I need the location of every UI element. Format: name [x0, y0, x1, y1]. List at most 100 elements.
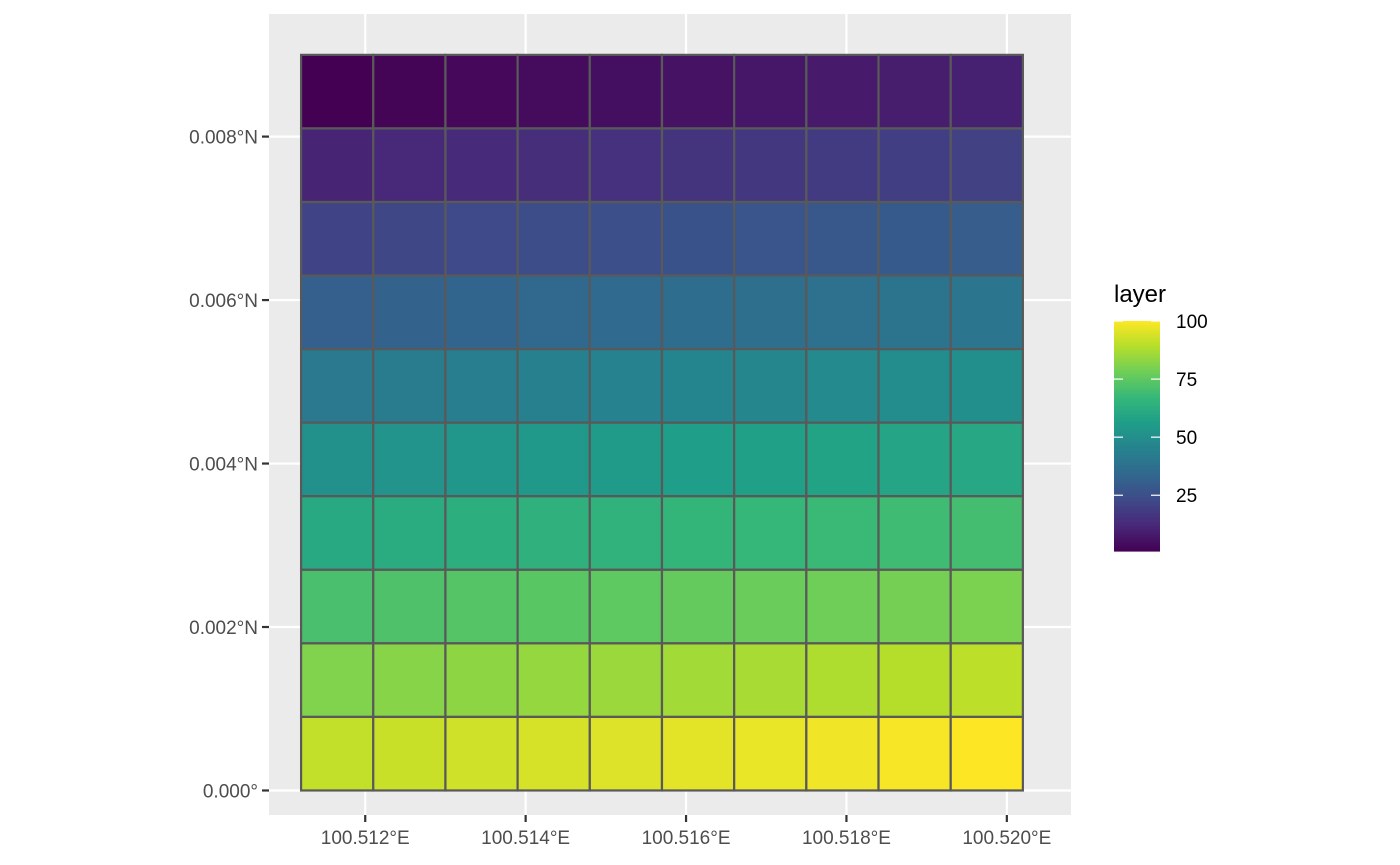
- cell-r5-c8: [877, 421, 952, 498]
- legend-gradient-step: [1114, 525, 1160, 528]
- legend-gradient-step: [1114, 351, 1160, 354]
- cell-r3-c4: [588, 274, 664, 351]
- legend-gradient-step: [1114, 481, 1160, 484]
- legend-gradient-step: [1114, 451, 1160, 454]
- legend-gradient-step: [1114, 445, 1160, 448]
- cell-r8-c3: [516, 642, 591, 719]
- legend-gradient-step: [1114, 343, 1160, 346]
- legend-gradient-step: [1114, 333, 1160, 336]
- cell-r3-c8: [877, 274, 952, 351]
- legend-gradient-step: [1114, 533, 1160, 536]
- legend-gradient-step: [1114, 473, 1160, 476]
- legend-gradient-step: [1114, 373, 1160, 376]
- legend-gradient-step: [1114, 379, 1160, 382]
- legend-gradient-step: [1114, 339, 1160, 342]
- legend-gradient-step: [1114, 345, 1160, 348]
- cell-r9-c5: [660, 715, 736, 792]
- cell-r2-c2: [444, 200, 519, 277]
- legend-gradient-step: [1114, 369, 1160, 372]
- legend-gradient-step: [1114, 477, 1160, 480]
- x-axis: 100.512°E 100.514°E 100.516°E 100.518°E 100.…: [321, 815, 1051, 849]
- cell-r7-c0: [299, 568, 375, 645]
- legend-gradient-step: [1114, 365, 1160, 368]
- legend-gradient-step: [1114, 375, 1160, 378]
- cell-r7-c1: [372, 568, 447, 645]
- legend-gradient-step: [1114, 539, 1160, 542]
- cell-r5-c0: [299, 421, 375, 498]
- legend-label-0: 25: [1176, 486, 1197, 507]
- y-tick-label-4: 0.008°N: [189, 128, 258, 149]
- legend-label-2: 75: [1176, 370, 1197, 391]
- cell-r5-c3: [516, 421, 591, 498]
- cell-r4-c0: [299, 348, 375, 424]
- cell-r9-c8: [877, 715, 952, 792]
- cell-r4-c5: [660, 348, 736, 424]
- legend-gradient-step: [1114, 463, 1160, 466]
- legend-gradient-step: [1114, 391, 1160, 394]
- legend-gradient-step: [1114, 389, 1160, 392]
- legend-gradient-step: [1114, 355, 1160, 358]
- legend-gradient-step: [1114, 395, 1160, 398]
- legend-gradient-step: [1114, 513, 1160, 516]
- legend-gradient-step: [1114, 495, 1160, 498]
- legend-gradient-step: [1114, 459, 1160, 462]
- cell-r7-c6: [733, 568, 808, 645]
- legend-gradient-step: [1114, 349, 1160, 352]
- legend-gradient-step: [1114, 479, 1160, 482]
- cell-r5-c5: [660, 421, 736, 498]
- legend-gradient-step: [1114, 447, 1160, 450]
- cell-r8-c0: [299, 642, 375, 719]
- cell-r4-c2: [444, 348, 519, 424]
- legend-gradient-step: [1114, 461, 1160, 464]
- cell-r3-c3: [516, 274, 591, 351]
- cell-r6-c9: [949, 495, 1024, 571]
- legend-gradient-step: [1114, 385, 1160, 388]
- cell-r6-c7: [805, 495, 880, 571]
- legend-gradient-step: [1114, 469, 1160, 472]
- cell-r5-c4: [588, 421, 664, 498]
- cell-r7-c7: [805, 568, 880, 645]
- cell-r0-c8: [877, 53, 952, 130]
- legend-gradient-step: [1114, 407, 1160, 410]
- cell-r2-c0: [299, 200, 375, 277]
- cell-r5-c6: [733, 421, 808, 498]
- cell-r1-c6: [733, 127, 808, 204]
- legend-gradient-step: [1114, 429, 1160, 432]
- cell-r1-c8: [877, 127, 952, 204]
- cell-r0-c3: [516, 53, 591, 130]
- cell-r2-c4: [588, 200, 664, 277]
- legend-gradient-step: [1114, 387, 1160, 390]
- cell-r7-c2: [444, 568, 519, 645]
- cell-r7-c3: [516, 568, 591, 645]
- legend-gradient-step: [1114, 515, 1160, 518]
- legend-gradient-step: [1114, 335, 1160, 338]
- cell-r6-c2: [444, 495, 519, 571]
- cell-r6-c4: [588, 495, 664, 571]
- cell-r2-c5: [660, 200, 736, 277]
- cell-r8-c1: [372, 642, 447, 719]
- legend-gradient-step: [1114, 457, 1160, 460]
- legend-gradient-step: [1114, 421, 1160, 424]
- legend-label-3: 100: [1176, 312, 1208, 333]
- cell-r5-c9: [949, 421, 1024, 498]
- legend: layer 25 50 75 100: [1114, 281, 1208, 552]
- legend-gradient-step: [1114, 415, 1160, 418]
- cell-r2-c1: [372, 200, 447, 277]
- legend-gradient-step: [1114, 549, 1160, 552]
- cell-r6-c0: [299, 495, 375, 571]
- cell-r6-c1: [372, 495, 447, 571]
- cell-r5-c1: [372, 421, 447, 498]
- legend-gradient-step: [1114, 503, 1160, 506]
- cell-r1-c4: [588, 127, 664, 204]
- x-tick-label-4: 100.520°E: [962, 828, 1051, 849]
- legend-gradient-step: [1114, 423, 1160, 426]
- cell-r0-c6: [733, 53, 808, 130]
- legend-ticks: 25 50 75 100: [1114, 312, 1208, 507]
- legend-gradient-step: [1114, 467, 1160, 470]
- y-tick-label-0: 0.000°: [203, 781, 258, 802]
- cell-r9-c3: [516, 715, 591, 792]
- legend-gradient-step: [1114, 527, 1160, 530]
- legend-gradient-step: [1114, 383, 1160, 386]
- legend-gradient-step: [1114, 381, 1160, 384]
- legend-gradient-step: [1114, 499, 1160, 502]
